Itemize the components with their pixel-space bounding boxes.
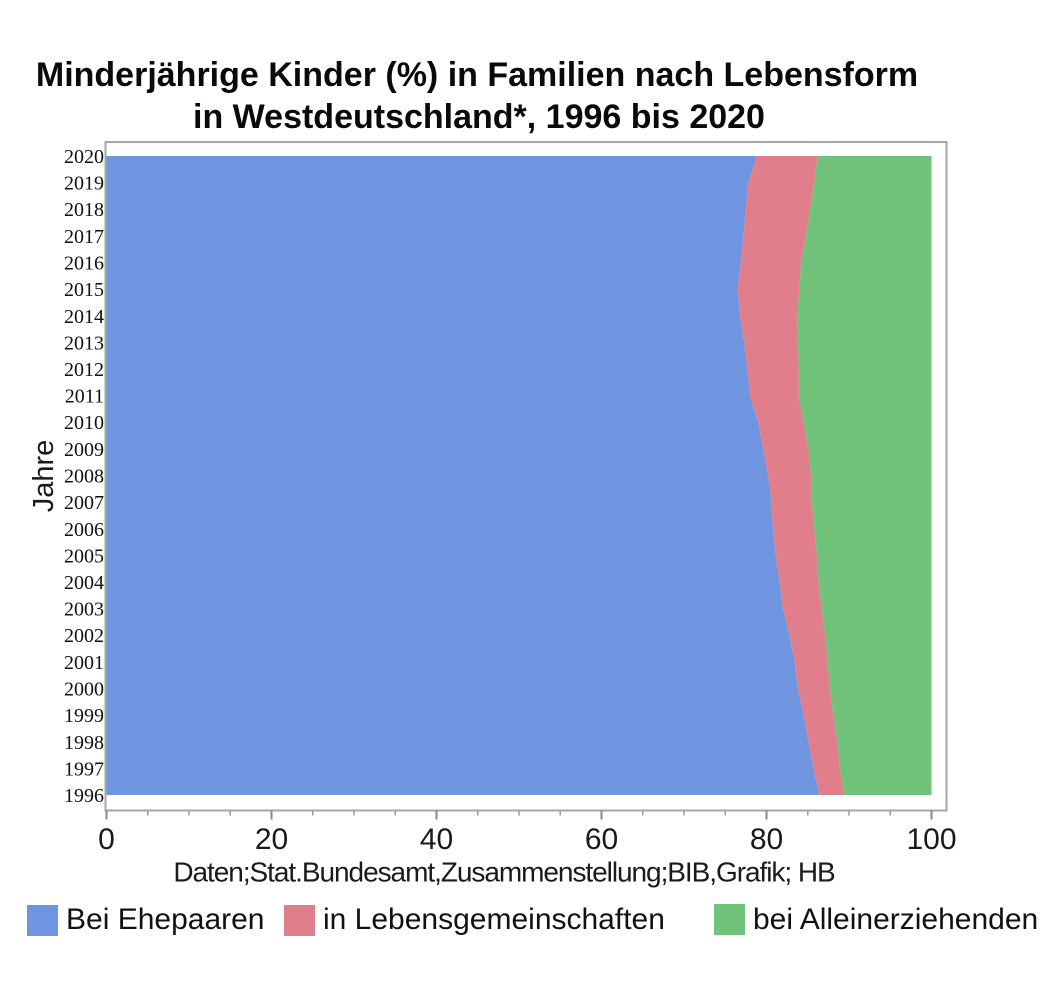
svg-text:2019: 2019 [64, 173, 104, 195]
svg-text:1999: 1999 [64, 705, 104, 727]
svg-text:40: 40 [420, 823, 453, 856]
svg-text:2018: 2018 [64, 199, 104, 221]
svg-text:2010: 2010 [64, 412, 104, 434]
svg-text:1997: 1997 [64, 758, 104, 780]
svg-text:2006: 2006 [64, 519, 104, 541]
svg-text:2001: 2001 [64, 652, 104, 674]
svg-text:bei Alleinerziehenden: bei Alleinerziehenden [753, 903, 1038, 936]
svg-text:100: 100 [906, 823, 956, 856]
svg-text:in Westdeutschland*, 1996 bis: in Westdeutschland*, 1996 bis 2020 [193, 98, 765, 136]
svg-text:2015: 2015 [64, 279, 104, 301]
svg-text:2005: 2005 [64, 545, 104, 567]
svg-text:60: 60 [585, 823, 618, 856]
svg-text:in Lebensgemeinschaften: in Lebensgemeinschaften [323, 903, 665, 936]
svg-text:2011: 2011 [65, 386, 104, 408]
svg-text:Minderjährige Kinder (%) in Fa: Minderjährige Kinder (%) in Familien nac… [36, 56, 918, 94]
svg-text:80: 80 [750, 823, 783, 856]
svg-text:0: 0 [98, 823, 115, 856]
svg-text:2007: 2007 [64, 492, 104, 514]
svg-text:2012: 2012 [64, 359, 104, 381]
svg-text:2014: 2014 [64, 306, 104, 328]
svg-text:2002: 2002 [64, 625, 104, 647]
svg-text:2003: 2003 [64, 599, 104, 621]
svg-text:Daten;Stat.Bundesamt,Zusammens: Daten;Stat.Bundesamt,Zusammenstellung;BI… [173, 857, 835, 888]
svg-text:Bei Ehepaaren: Bei Ehepaaren [66, 903, 265, 936]
svg-text:1998: 1998 [64, 732, 104, 754]
svg-text:2000: 2000 [64, 679, 104, 701]
svg-text:2004: 2004 [64, 572, 104, 594]
svg-text:Jahre: Jahre [28, 440, 60, 513]
svg-text:2017: 2017 [64, 226, 104, 248]
svg-text:2013: 2013 [64, 332, 104, 354]
svg-text:2008: 2008 [64, 466, 104, 488]
svg-text:2020: 2020 [64, 146, 104, 168]
svg-text:1996: 1996 [64, 785, 104, 807]
svg-text:20: 20 [255, 823, 288, 856]
svg-text:2009: 2009 [64, 439, 104, 461]
svg-text:2016: 2016 [64, 253, 104, 275]
